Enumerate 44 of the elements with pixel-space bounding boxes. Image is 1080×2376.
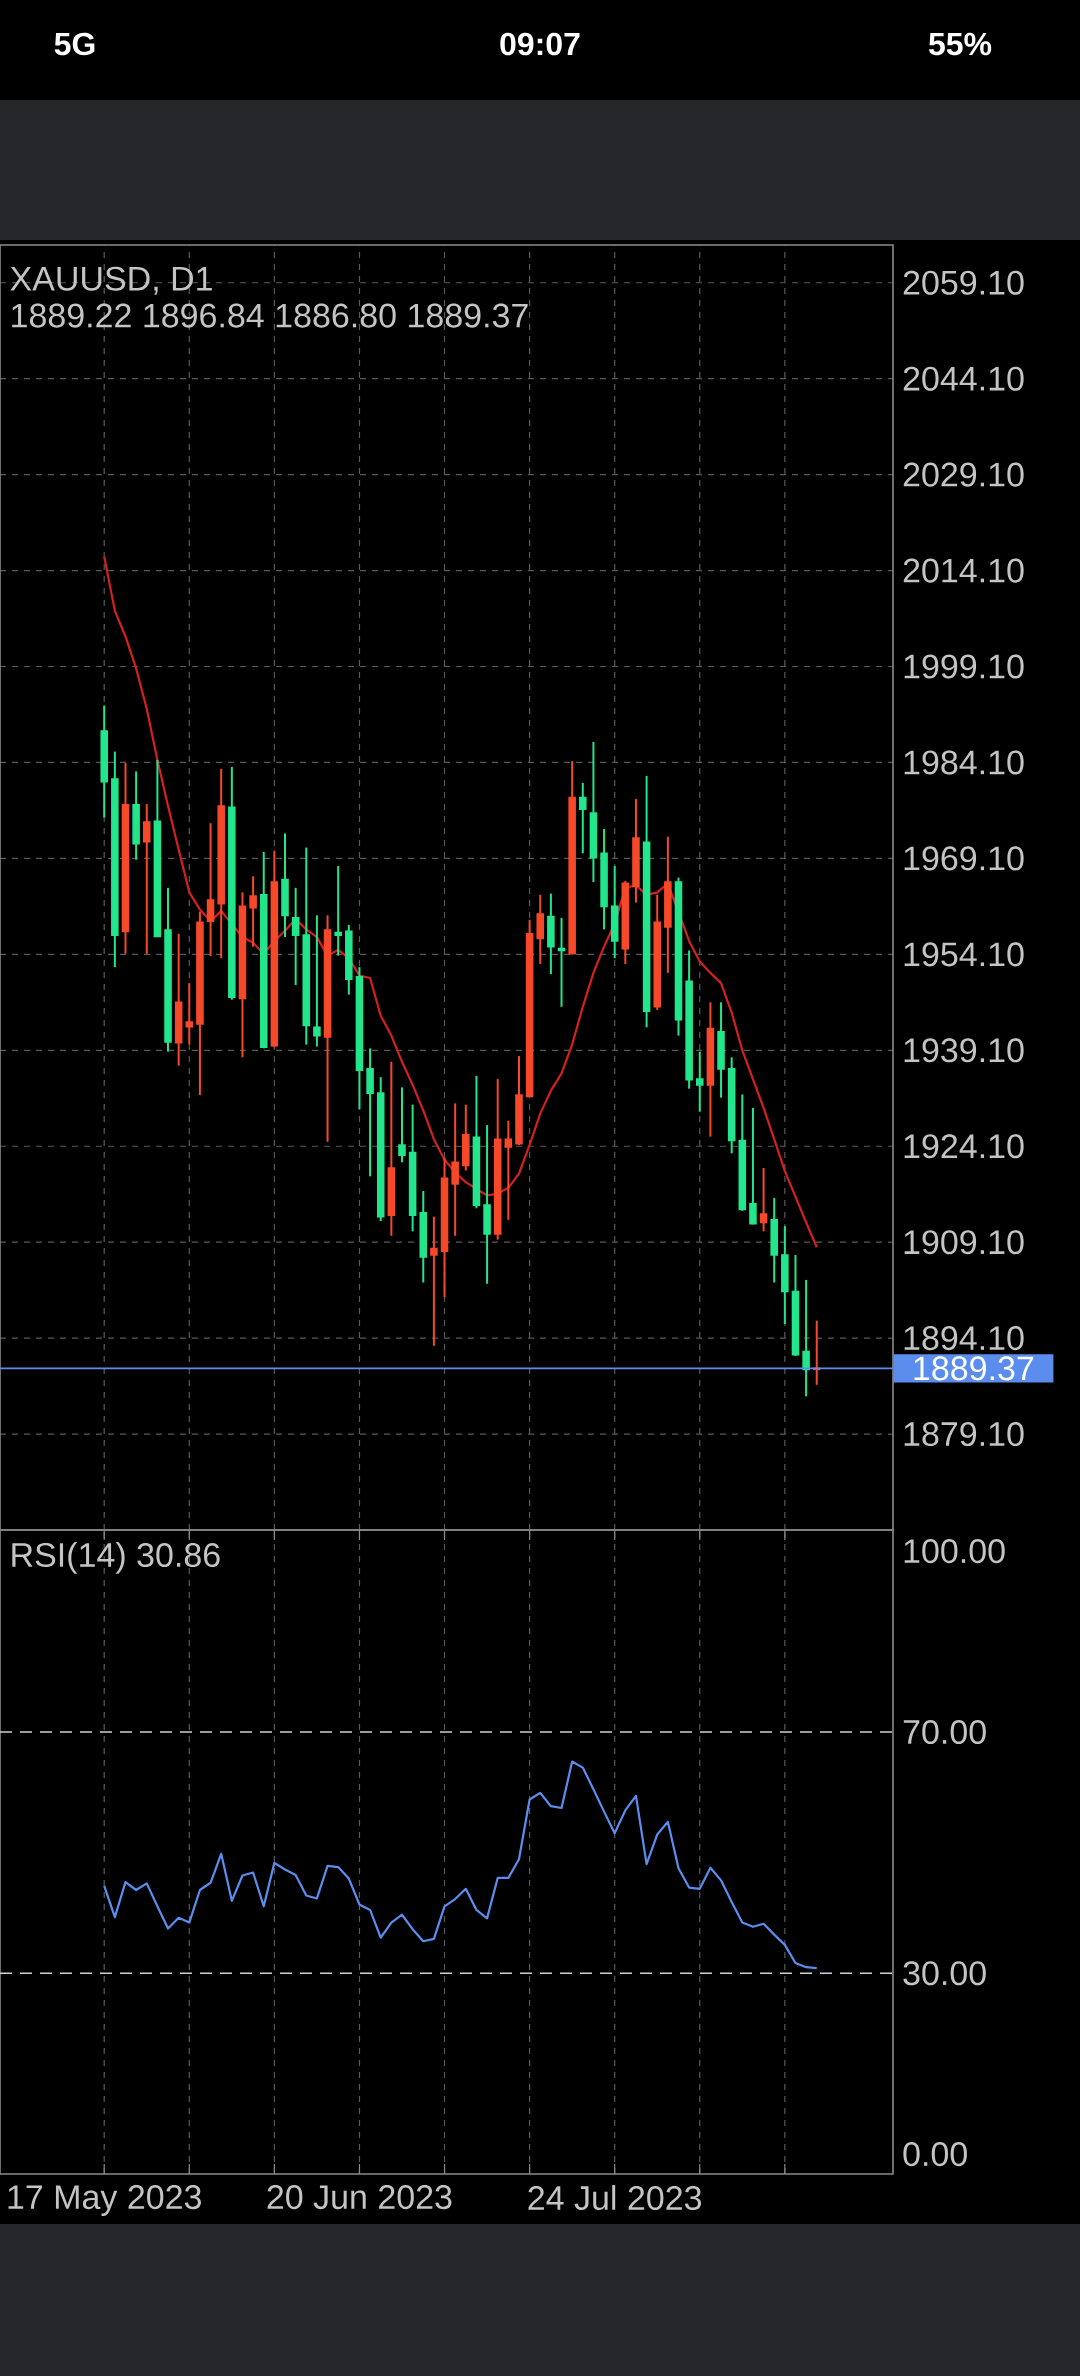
y-tick-label: 1939.10 [904,1038,1024,1063]
candlestick [206,822,215,958]
candlestick [313,914,321,1048]
text: XAUUSD, D1 [10,266,212,295]
y-tick-label: 2059.10 [903,270,1024,295]
y-tick-label: 1969.10 [904,846,1024,871]
candlestick [185,982,194,1046]
candlestick [430,1215,438,1347]
chart-title: RSI(14) 30.86 [12,1542,220,1574]
y-tick-label: 1909.10 [904,1230,1024,1255]
candlestick [334,865,342,957]
candlestick [695,1050,704,1113]
y-tick-label: 30.00 [903,1961,986,1986]
y-tick-label: 1879.10 [904,1422,1024,1447]
candlestick [579,781,587,855]
y-tick-label: 1999.10 [904,654,1024,679]
text: 5G [54,32,95,56]
text: 1889.22 1896.84 1886.80 1889.37 [12,303,528,328]
text: 55% [928,32,992,56]
y-tick-label: 1894.10 [904,1326,1024,1351]
candlestick [249,875,257,948]
text: 09:07 [500,32,580,56]
y-tick-label: 1954.10 [904,942,1024,967]
candlestick [291,886,300,987]
y-tick-label: 2014.10 [903,558,1024,583]
y-tick-label: 2029.10 [903,462,1024,487]
candlestick [451,1102,459,1237]
y-tick-label: 2044.10 [903,366,1024,391]
candlestick [749,1106,757,1226]
x-tick-label: 17 May 2023 [8,2185,201,2216]
candlestick [142,803,151,955]
x-tick-label: 24 Jul 2023 [528,2185,702,2211]
candlestick [802,1278,810,1398]
y-tick-label: 1924.10 [904,1134,1024,1159]
y-tick-label: 0.00 [903,2142,967,2167]
candlestick [398,1086,406,1164]
candlestick [504,1119,513,1221]
y-tick-label: 1984.10 [904,750,1024,775]
x-tick-label: 20 Jun 2023 [267,2185,452,2210]
line-series [103,1760,818,1970]
y-tick-label: 100.00 [904,1539,1005,1564]
ref-line-label: 1889.37 [914,1356,1034,1381]
y-tick-label: 70.00 [903,1719,986,1745]
candlestick [759,1166,768,1233]
